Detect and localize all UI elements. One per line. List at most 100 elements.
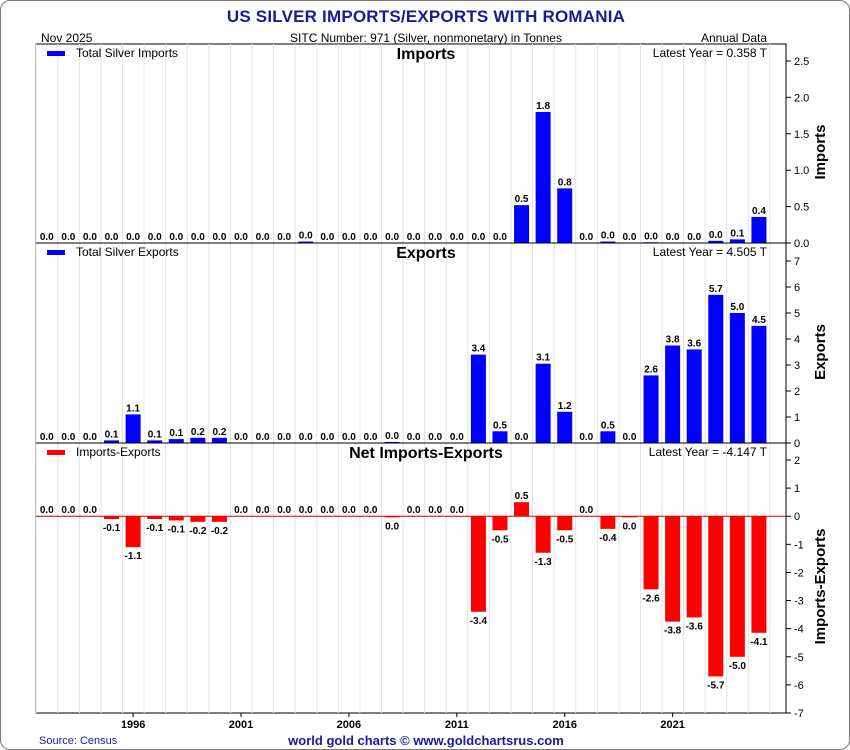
y-tick-label: 2	[794, 455, 800, 467]
legend-swatch	[47, 250, 65, 255]
data-label: 0.0	[385, 521, 399, 532]
data-label: 3.4	[471, 344, 485, 355]
bar	[729, 313, 745, 443]
panel-title: Exports	[396, 245, 456, 262]
data-label: -1.1	[125, 551, 143, 562]
bar	[298, 241, 314, 243]
data-label: 0.0	[83, 232, 97, 243]
bar	[125, 516, 141, 548]
data-label: 0.0	[212, 232, 226, 243]
y-axis-title: Exports	[812, 324, 829, 380]
bar	[470, 354, 486, 443]
credit-note: world gold charts © www.goldchartsrus.co…	[288, 733, 564, 748]
data-label: 0.4	[752, 206, 766, 217]
sitc-description: SITC Number: 971 (Silver, nonmonetary) i…	[290, 31, 562, 45]
data-label: 0.0	[407, 232, 421, 243]
data-label: 0.0	[450, 505, 464, 516]
data-label: 0.0	[579, 505, 593, 516]
data-label: 0.0	[169, 232, 183, 243]
latest-year-note: Latest Year = 4.505 T	[653, 245, 768, 259]
data-label: -2.6	[642, 593, 660, 604]
data-label: -0.5	[491, 534, 509, 545]
bar	[665, 345, 681, 443]
bar	[600, 516, 616, 529]
data-label: 0.0	[450, 432, 464, 443]
data-label: 0.0	[320, 232, 334, 243]
bar	[211, 516, 227, 522]
bar	[600, 431, 616, 443]
legend-swatch	[47, 51, 65, 56]
data-label: -5.7	[707, 680, 725, 691]
data-label: 1.1	[126, 403, 140, 414]
bar	[729, 239, 745, 243]
data-label: 0.0	[256, 432, 270, 443]
data-label: 0.0	[40, 232, 54, 243]
y-tick-label: -3	[794, 596, 804, 608]
data-label: 0.0	[687, 232, 701, 243]
data-label: 0.0	[234, 432, 248, 443]
chart-title: US SILVER IMPORTS/EXPORTS WITH ROMANIA	[226, 7, 626, 26]
legend-label: Total Silver Exports	[76, 245, 179, 259]
bar	[384, 441, 400, 443]
data-label: 0.0	[407, 432, 421, 443]
data-frequency: Annual Data	[701, 31, 768, 45]
data-label: 0.2	[191, 427, 205, 438]
bar	[147, 440, 163, 443]
y-tick-label: 0	[794, 511, 800, 523]
bar	[600, 241, 616, 243]
bar	[686, 516, 702, 618]
y-tick-label: -2	[794, 567, 804, 579]
bar	[557, 516, 573, 531]
y-axis-title: Imports	[812, 124, 829, 179]
y-axis-title: Imports-Exports	[812, 529, 829, 645]
data-label: 2.6	[644, 364, 658, 375]
x-tick-label: 2011	[445, 719, 469, 731]
bar	[729, 516, 745, 657]
data-label: -3.8	[664, 626, 682, 637]
data-label: 4.5	[752, 315, 766, 326]
data-label: -0.4	[599, 533, 617, 544]
bar	[147, 516, 163, 520]
data-label: 0.0	[471, 232, 485, 243]
data-label: 0.0	[61, 505, 75, 516]
y-tick-label: 3	[794, 360, 800, 372]
bar	[708, 240, 724, 243]
data-label: 0.0	[256, 505, 270, 516]
bar	[557, 411, 573, 443]
y-tick-label: -5	[794, 652, 804, 664]
bar	[492, 516, 508, 531]
y-tick-label: 5	[794, 308, 800, 320]
bar	[751, 516, 767, 633]
data-label: 0.0	[342, 505, 356, 516]
x-tick-label: 1996	[121, 719, 145, 731]
data-label: 0.0	[579, 432, 593, 443]
data-label: 0.1	[730, 228, 744, 239]
bar	[751, 325, 767, 443]
data-label: 0.0	[277, 432, 291, 443]
data-label: 5.0	[730, 302, 744, 313]
data-label: 0.5	[601, 420, 615, 431]
bar	[104, 440, 120, 443]
data-label: 3.6	[687, 338, 701, 349]
data-label: 0.0	[385, 431, 399, 442]
y-tick-label: -6	[794, 680, 804, 692]
bar	[125, 414, 141, 443]
bar	[470, 516, 486, 612]
data-label: -0.1	[146, 523, 164, 534]
data-label: 5.7	[709, 284, 723, 295]
latest-year-note: Latest Year = 0.358 T	[653, 46, 768, 60]
data-label: -0.2	[189, 526, 207, 537]
data-label: 0.5	[493, 420, 507, 431]
data-label: 0.1	[148, 429, 162, 440]
latest-year-note: Latest Year = -4.147 T	[649, 445, 768, 459]
data-label: 3.1	[536, 353, 550, 364]
x-tick-label: 2021	[660, 719, 684, 731]
data-label: 0.5	[515, 194, 529, 205]
bar	[535, 111, 551, 244]
data-label: 0.0	[83, 505, 97, 516]
bar	[621, 516, 637, 518]
data-label: 0.0	[234, 505, 248, 516]
bar	[514, 502, 530, 517]
y-tick-label: 2.0	[794, 92, 809, 104]
